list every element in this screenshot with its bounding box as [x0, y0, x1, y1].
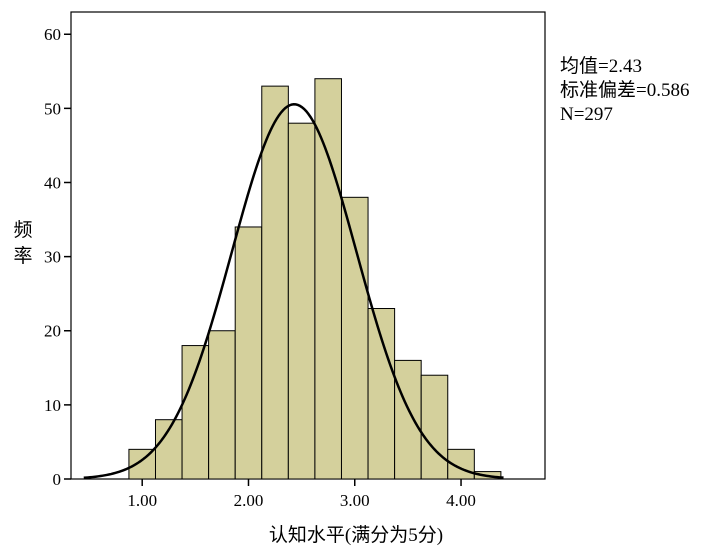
histogram-bar	[314, 78, 342, 480]
y-tick-label: 10	[44, 396, 61, 415]
y-tick-label: 60	[44, 25, 61, 44]
x-tick-label: 2.00	[234, 491, 264, 510]
histogram-bar	[287, 122, 316, 480]
x-axis-label: 认知水平(满分为5分)	[0, 520, 712, 547]
sd-label: 标准偏差=0.586	[560, 80, 690, 101]
y-axis-label: 频率	[13, 220, 33, 267]
x-axis-label-text: 认知水平(满分为5分)	[268, 525, 444, 546]
x-tick-label: 4.00	[446, 491, 476, 510]
histogram-bar	[234, 226, 263, 480]
histogram-bar	[394, 359, 422, 480]
stats-box: 均值=2.43 标准偏差=0.586 N=297	[560, 55, 689, 127]
histogram-bar	[340, 196, 369, 480]
y-tick-label: 30	[44, 248, 61, 267]
y-tick-label: 50	[44, 99, 61, 118]
x-tick-label: 3.00	[340, 491, 370, 510]
normal-curve	[83, 103, 504, 480]
histogram-bar	[128, 448, 156, 480]
y-tick-label: 20	[44, 322, 61, 341]
x-tick-label: 1.00	[127, 491, 157, 510]
n-label: N=297	[560, 104, 613, 125]
histogram-bar	[181, 345, 210, 480]
histogram-bar	[420, 374, 449, 480]
y-tick-label: 0	[53, 470, 62, 489]
mean-label: 均值=2.43	[560, 56, 642, 77]
histogram-bar	[261, 85, 289, 480]
histogram-bar	[208, 330, 236, 480]
y-tick-label: 40	[44, 173, 61, 192]
